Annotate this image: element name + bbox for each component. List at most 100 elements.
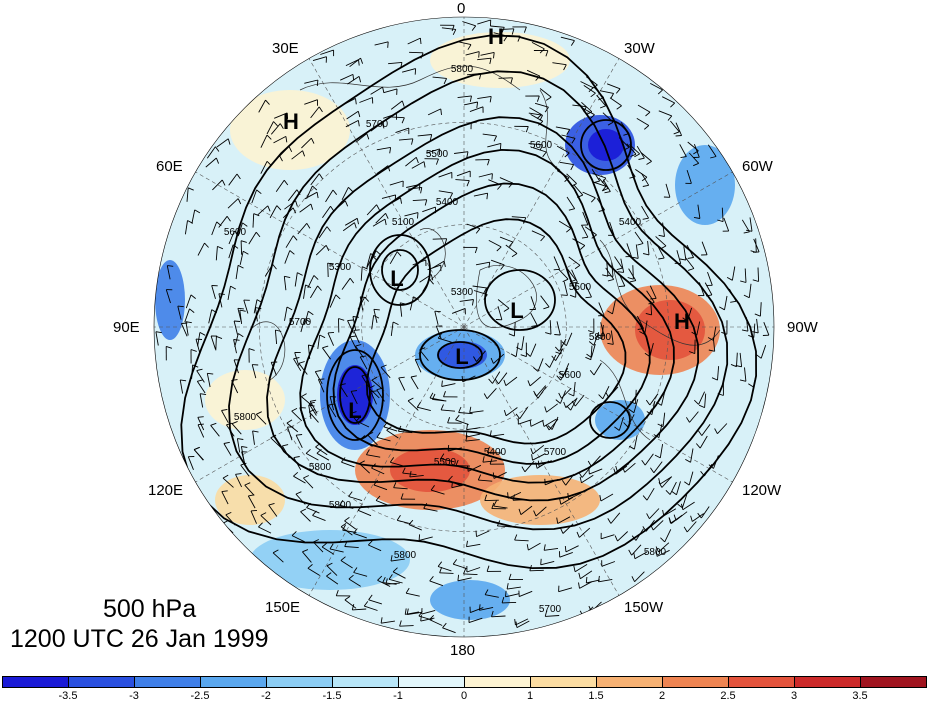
wind-barb-flag [676,136,682,137]
wind-barb-flag [251,510,257,511]
longitude-label: 30E [272,40,299,57]
wind-barb-flag [554,335,560,336]
contour-label: 5500 [434,457,457,468]
wind-barb [216,336,217,350]
longitude-label: 120W [742,482,781,499]
colorbar-tick-label: 3 [791,690,797,702]
wind-barb-flag [586,577,587,583]
contour-label: 5800 [309,462,332,473]
longitude-label: 60E [156,158,183,175]
wind-barb-flag [374,309,380,310]
contour-label: 5600 [559,370,582,381]
pressure-center-h: H [488,24,504,49]
wind-barb [499,78,513,79]
wind-barb [758,268,759,282]
contour-label: 5600 [530,140,553,151]
wind-barb-flag [420,38,421,44]
wind-barb-flag [348,320,354,321]
longitude-label: 0 [457,0,465,17]
colorbar-swatch [68,676,135,688]
longitude-label: 90E [113,319,140,336]
wind-barb-flag [506,591,507,597]
colorbar-swatch [728,676,795,688]
wind-barb-flag [479,52,480,58]
wind-barb-flag [554,269,560,270]
colorbar-tick-label: 0 [461,690,467,702]
contour-label: 5800 [644,547,667,558]
contour-label: 5300 [451,287,474,298]
wind-barb-flag [318,379,324,380]
wind-barb-flag [234,321,240,322]
colorbar-tick-label: 3.5 [852,690,867,702]
colorbar-swatch [662,676,729,688]
wind-barb-flag [198,417,204,418]
longitude-label: 150E [265,599,300,616]
colorbar-tick-label: -2.5 [191,690,210,702]
colorbar-swatch [530,676,597,688]
contour-label: 5800 [329,500,352,511]
wind-barb-flag [562,295,568,296]
pressure-center-l: L [390,266,403,291]
colorbar-tick-label: -1.5 [323,690,342,702]
wind-barb-flag [650,298,656,299]
contour-label: 5300 [329,262,352,273]
colorbar-swatch [2,676,69,688]
wind-barb-flag [317,80,318,86]
colorbar-tick-label: 2 [659,690,665,702]
colorbar-swatch [860,676,927,688]
longitude-label: 150W [624,599,663,616]
contour-label: 5100 [392,217,415,228]
colorbar-swatch [596,676,663,688]
colorbar-swatch [134,676,201,688]
colorbar-tick-label: 1.5 [588,690,603,702]
wind-barb-flag [328,332,334,333]
contour-label: 5700 [289,317,312,328]
longitude-label: 60W [742,158,773,175]
wind-barb-flag [353,74,354,80]
wind-barb [409,52,423,53]
colorbar-swatch [332,676,399,688]
caption-level: 500 hPa [103,594,196,624]
colorbar-swatch [266,676,333,688]
wind-barb [241,241,242,255]
anomaly-patch [430,580,510,620]
wind-barb-flag [492,174,493,180]
colorbar-tick-label: -1 [393,690,403,702]
pressure-center-l: L [348,398,361,423]
colorbar-swatch [464,676,531,688]
wind-barb-flag [388,42,389,48]
longitude-label: 180 [450,642,475,659]
contour-label: 5700 [539,604,562,615]
colorbar-swatch [200,676,267,688]
wind-barb-flag [419,534,420,540]
colorbar-tick-label: 1 [527,690,533,702]
wind-barb-flag [371,391,377,392]
pressure-center-h: H [283,109,299,134]
wind-barb-flag [238,308,244,309]
longitude-label: 120E [148,482,183,499]
wind-barb [440,573,454,574]
wind-barb-flag [500,143,501,149]
colorbar-swatch [398,676,465,688]
wind-barb-flag [418,213,419,219]
contour-label: 5800 [589,332,612,343]
wind-barb [400,626,414,627]
wind-barb [530,570,544,571]
contour-label: 5400 [436,197,459,208]
contour-label: 5600 [224,227,247,238]
pressure-center-l: L [455,344,468,369]
contour-label: 5500 [569,282,592,293]
wind-barb-flag [435,311,441,312]
wind-barb-flag [586,297,592,298]
longitude-label: 30W [624,40,655,57]
pressure-center-h: H [674,309,690,334]
colorbar-tick-label: -2 [261,690,271,702]
contour-label: 5500 [426,149,449,160]
colorbar-tick-label: -3 [129,690,139,702]
contour-label: 5800 [394,550,417,561]
anomaly-patch [390,448,470,492]
wind-barb-flag [181,323,187,324]
contour-label: 5400 [619,217,642,228]
contour-label: 5800 [451,64,474,75]
contour-label: 5400 [484,447,507,458]
